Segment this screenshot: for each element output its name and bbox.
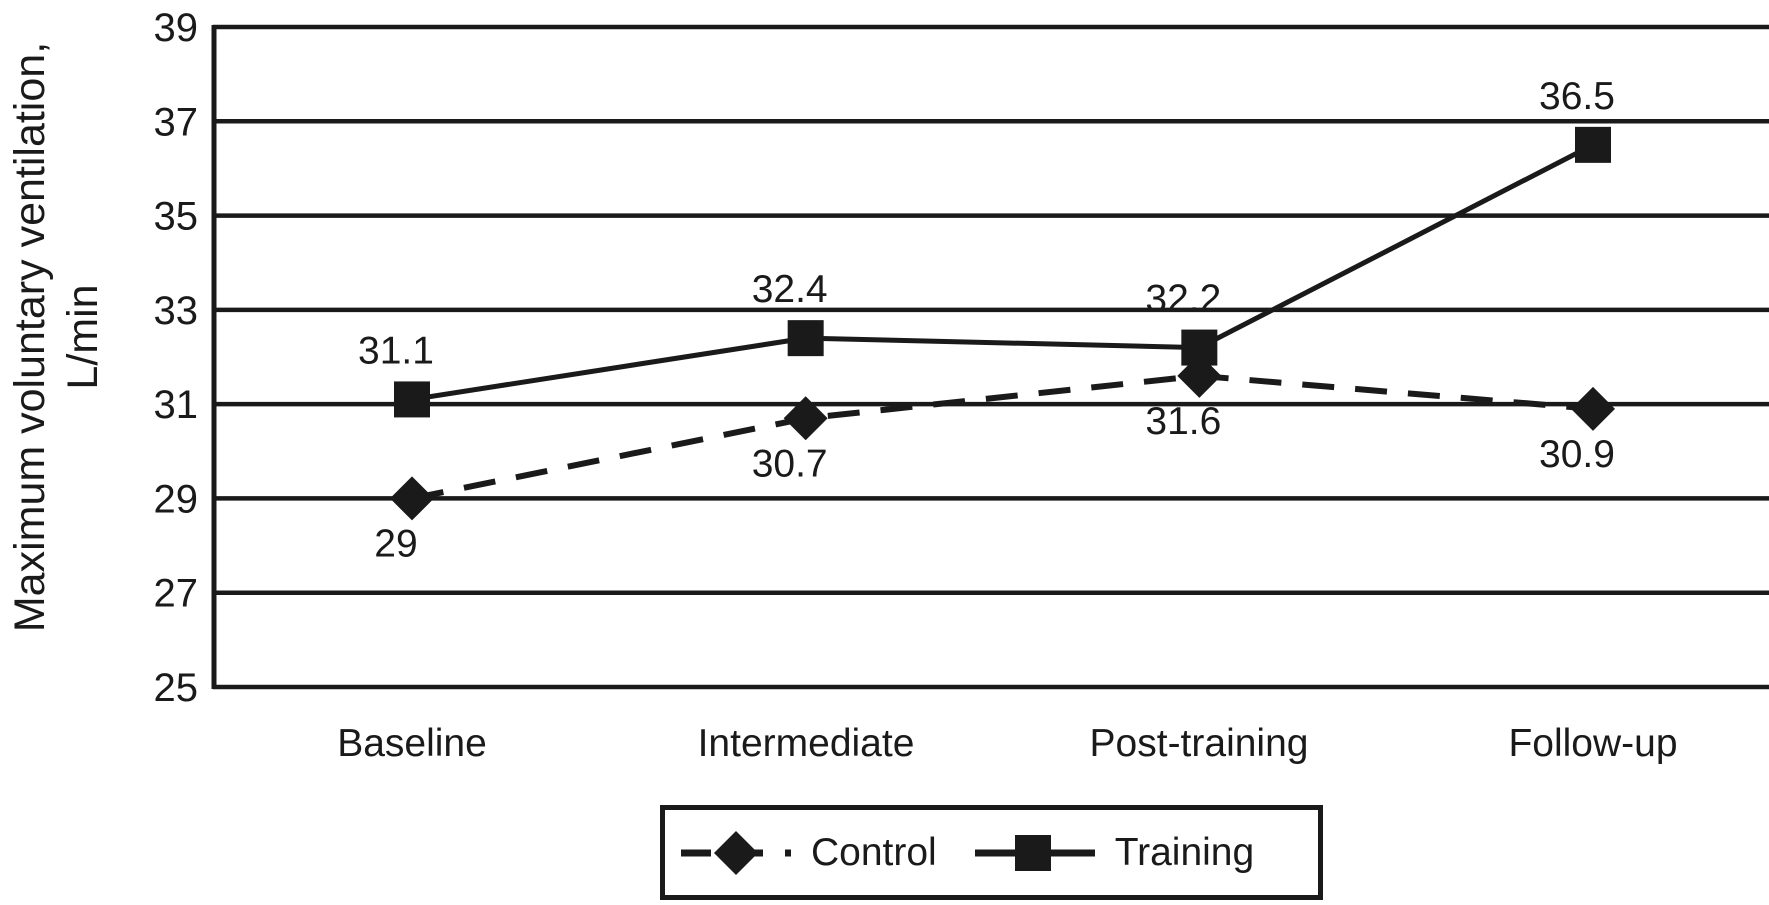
y-tick-label-25: 25: [154, 666, 199, 710]
legend-label-control: Control: [811, 830, 937, 874]
series-line-control: [411, 372, 1594, 502]
x-category-label-follow-up: Follow-up: [1508, 722, 1678, 765]
y-tick-label-29: 29: [154, 477, 199, 521]
marker-square-training-2: [1181, 329, 1218, 366]
y-tick-label-37: 37: [154, 100, 199, 144]
data-label-training-2: 32.2: [1145, 278, 1221, 321]
data-label-training-3: 36.5: [1539, 75, 1615, 118]
y-tick-label-31: 31: [154, 383, 199, 427]
series-line-training: [411, 142, 1595, 402]
marker-diamond-control-0: [390, 476, 434, 521]
y-tick-label-35: 35: [154, 195, 199, 239]
x-category-label-baseline: Baseline: [337, 722, 487, 765]
marker-diamond-control-1: [783, 396, 828, 441]
y-tick-label-27: 27: [154, 572, 199, 616]
control-dashed-diamond-icon: [681, 830, 791, 875]
legend-label-training: Training: [1114, 830, 1255, 874]
training-solid-square-icon: [974, 834, 1095, 871]
y-tick-label-39: 39: [154, 6, 199, 50]
y-axis-label-line2: L/min: [59, 284, 107, 390]
data-label-training-0: 31.1: [358, 329, 434, 372]
marker-square-training-1: [787, 320, 824, 357]
y-tick-label-33: 33: [154, 289, 199, 333]
y-axis-label: Maximum voluntary ventilation, L/min: [4, 42, 110, 632]
legend: Control Training: [660, 805, 1323, 900]
marker-diamond-control-3: [1571, 386, 1616, 431]
data-label-control-3: 30.9: [1539, 433, 1615, 476]
data-label-control-2: 31.6: [1145, 400, 1221, 443]
data-label-training-1: 32.4: [752, 268, 828, 311]
marker-square-training-3: [1575, 126, 1612, 163]
x-category-label-post-training: Post-training: [1089, 722, 1309, 765]
data-label-control-1: 30.7: [752, 442, 828, 485]
legend-entry-training: Training: [974, 822, 1255, 884]
marker-square-training-0: [394, 381, 430, 418]
x-category-label-intermediate: Intermediate: [697, 722, 915, 765]
y-axis-label-line1: Maximum voluntary ventilation,: [6, 41, 54, 633]
legend-entry-control: Control: [681, 822, 937, 884]
data-label-control-0: 29: [374, 522, 417, 565]
